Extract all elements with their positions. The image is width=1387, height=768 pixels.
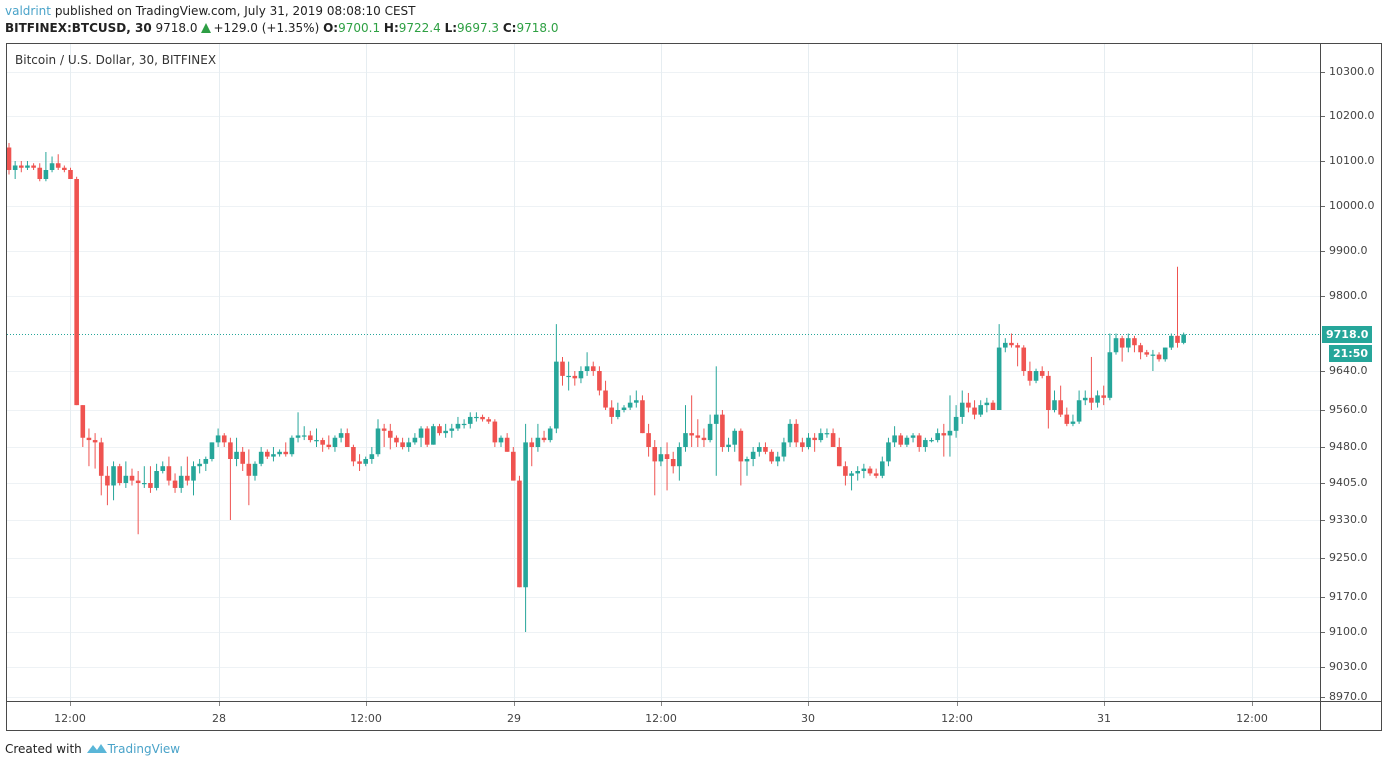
close-value: 9718.0 [516,21,559,35]
time-tick-label: 12:00 [645,712,677,725]
time-tick-label: 12:00 [350,712,382,725]
bar-countdown-badge: 21:50 [1329,345,1373,362]
symbol-info: BITFINEX:BTCUSD, 30 9718.0 +129.0 (+1.35%… [5,21,558,35]
close-label: C: [502,21,517,35]
time-tick-label: 12:00 [54,712,86,725]
time-tick-mark [1104,702,1105,706]
time-tick-mark [957,702,958,706]
time-tick-label: 28 [212,712,226,725]
up-arrow-icon [200,23,211,33]
time-tick-mark [366,702,367,706]
time-tick-label: 29 [507,712,521,725]
chart-plot-area[interactable] [7,44,1320,701]
axis-corner [1320,701,1382,731]
high-label: H: [383,21,399,35]
time-tick-label: 12:00 [941,712,973,725]
high-value: 9722.4 [398,21,441,35]
chart-legend: Bitcoin / U.S. Dollar, 30, BITFINEX [15,53,217,67]
last-price-badge: 9718.0 [1322,326,1373,343]
tradingview-logo-icon [86,744,107,753]
published-text: published on TradingView.com, July 31, 2… [54,4,416,18]
created-with-text: Created with [5,742,82,756]
time-tick-mark [1252,702,1253,706]
candlestick-series [7,44,1320,701]
open-value: 9700.1 [338,21,381,35]
symbol-label: BITFINEX:BTCUSD, 30 [5,21,152,35]
low-label: L: [444,21,458,35]
publish-info: valdrint published on TradingView.com, J… [5,4,416,18]
low-value: 9697.3 [457,21,500,35]
time-tick-mark [808,702,809,706]
time-tick-mark [514,702,515,706]
time-tick-label: 30 [801,712,815,725]
open-label: O: [323,21,339,35]
time-tick-mark [661,702,662,706]
price-change: +129.0 (+1.35%) [213,21,320,35]
tradingview-brand-link[interactable]: TradingView [107,742,181,756]
price-axis[interactable] [1320,44,1382,701]
author-link[interactable]: valdrint [5,4,51,18]
chart-frame [6,43,1382,731]
time-axis[interactable] [7,701,1320,731]
last-price: 9718.0 [155,21,198,35]
time-tick-label: 31 [1097,712,1111,725]
time-tick-label: 12:00 [1236,712,1268,725]
footer: Created with TradingView [5,742,180,756]
time-tick-mark [70,702,71,706]
time-tick-mark [219,702,220,706]
